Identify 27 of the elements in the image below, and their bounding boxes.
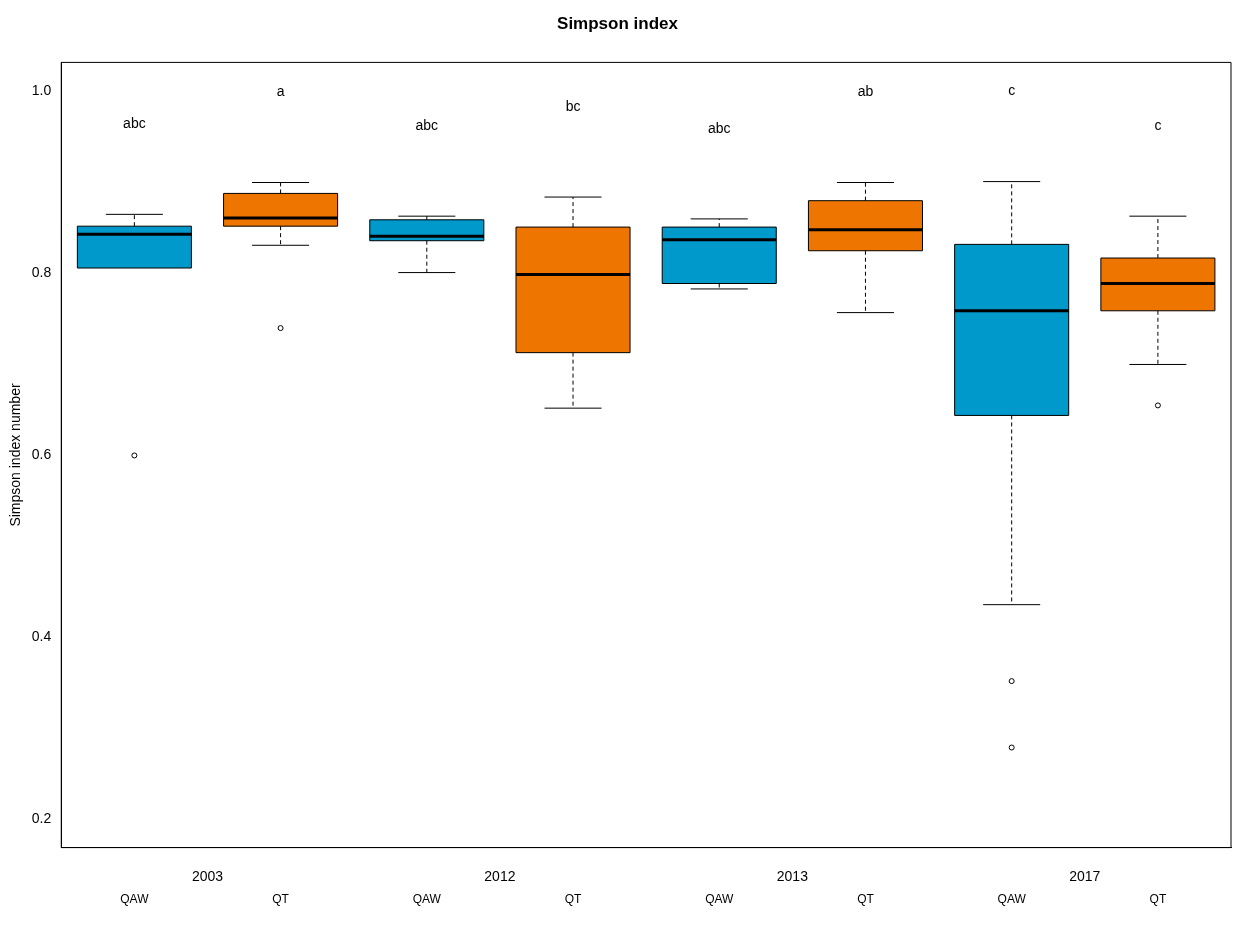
annotation: c [1008, 82, 1016, 99]
text: 2012 [484, 868, 516, 885]
y-tick-label: 0.8 [31, 264, 52, 281]
x-tick-label: QT [1149, 892, 1167, 907]
annotation: c [1154, 117, 1162, 134]
annotation: abc [707, 119, 731, 136]
x-tick-label: QAW [997, 892, 1027, 907]
annotation: ab [857, 83, 874, 100]
annotation: a [276, 83, 285, 100]
y-tick-label: 0.2 [31, 810, 52, 827]
y-tick-label: 1.0 [31, 82, 52, 99]
x-tick-label: QAW [412, 892, 442, 907]
text: 2003 [191, 868, 224, 885]
annotation: abc [415, 117, 439, 134]
y-axis-title: Simpson index number [7, 383, 24, 527]
y-tick-label: 0.6 [31, 446, 52, 463]
x-tick-label: QT [857, 892, 875, 907]
x-tick-label: QT [272, 892, 290, 907]
text: 2013 [776, 868, 809, 885]
y-tick-label: 0.4 [31, 628, 52, 645]
text: 2017 [1069, 868, 1101, 885]
x-tick-label: QAW [120, 892, 150, 907]
chart-title: Simpson index [557, 13, 679, 33]
x-tick-label: QT [564, 892, 583, 907]
x-tick-label: QAW [705, 892, 735, 907]
annotation: bc [565, 97, 581, 114]
annotation: abc [123, 115, 146, 132]
